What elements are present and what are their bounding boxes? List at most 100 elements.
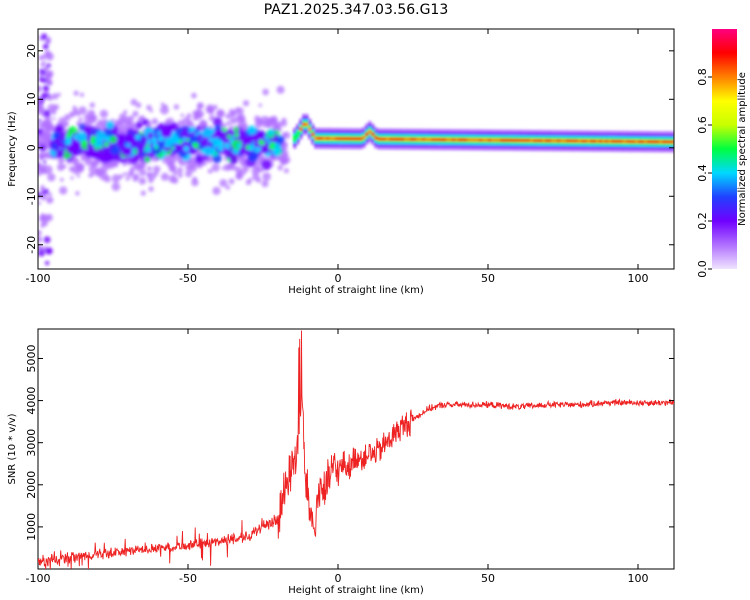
spectrogram-cell [177, 167, 183, 174]
spectrogram-cell [138, 163, 146, 170]
spectrogram-cell [268, 144, 274, 150]
spectrogram-cell [147, 173, 151, 178]
spectrogram-cell [518, 138, 522, 142]
spectrogram-cell [53, 131, 61, 140]
spectrogram-cell [258, 139, 264, 146]
colorbar-ticks: 0.0 0.2 0.4 0.6 0.8 [696, 68, 712, 278]
spectrogram-cell [262, 88, 269, 96]
spectrogram-cell [57, 163, 65, 171]
spectrogram-cell [302, 122, 306, 126]
spectrogram-cell [440, 138, 444, 142]
spectrogram-cell [264, 135, 269, 140]
spectrogram-cell [57, 141, 62, 147]
spectrogram-cell [383, 137, 387, 141]
spectrogram-x-axis: -100 -50 0 50 100 [26, 29, 649, 285]
spectrogram-cell [69, 111, 76, 118]
snr-y-tick-label: 3000 [25, 429, 38, 457]
spectrogram-cell [281, 141, 288, 148]
spectrogram-cell [111, 182, 121, 191]
spectrogram-cell [89, 102, 96, 108]
spectrogram-cell [122, 163, 126, 167]
snr-x-tick-label: -50 [179, 572, 197, 585]
spectrogram-cell [557, 139, 561, 143]
spectrogram-cell [635, 140, 639, 144]
spectrogram-cell [95, 130, 106, 141]
snr-x-axis-label: Height of straight line (km) [288, 585, 424, 596]
spectrogram-x-tick-label: 100 [628, 272, 649, 285]
spectrogram-cell [43, 109, 51, 117]
spectrogram-y-tick-label: 0 [25, 144, 38, 151]
spectrogram-cell [356, 137, 360, 141]
spectrogram-cell [491, 138, 495, 142]
spectrogram-cell [111, 174, 121, 183]
spectrogram-cell [182, 116, 191, 125]
spectrogram-cell [207, 168, 213, 174]
spectrogram-cell [126, 132, 132, 139]
snr-x-tick-label: 100 [628, 572, 649, 585]
spectrogram-cell [482, 138, 486, 142]
spectrogram-cell [38, 244, 42, 251]
spectrogram-cell [135, 134, 141, 140]
snr-x-axis: -100 -50 0 50 100 [26, 329, 649, 585]
spectrogram-cell [271, 141, 275, 146]
spectrogram-cell [422, 137, 426, 141]
spectrogram-cell [225, 149, 234, 159]
spectrogram-cell [78, 106, 87, 115]
spectrogram-cell [99, 109, 109, 119]
spectrogram-cell [80, 154, 85, 159]
spectrogram-cell [425, 137, 429, 141]
spectrogram-cell [41, 214, 49, 222]
snr-y-tick-label: 4000 [25, 387, 38, 415]
spectrogram-cell [38, 230, 42, 236]
spectrogram-cell [650, 140, 654, 144]
spectrogram-cell [329, 137, 333, 141]
spectrogram-cell [211, 163, 220, 172]
spectrogram-cell [262, 172, 271, 181]
spectrogram-cell [47, 103, 56, 113]
spectrogram-cell [43, 160, 47, 164]
spectrogram-cell [129, 166, 135, 172]
spectrogram-cell [276, 85, 285, 94]
spectrogram-cell [42, 43, 49, 50]
spectrogram-cell [55, 149, 65, 158]
spectrogram-cell [139, 115, 145, 121]
spectrogram-cell [45, 52, 54, 61]
spectrogram-cell [38, 201, 41, 205]
spectrogram-cell [92, 115, 98, 121]
colorbar-tick-label: 0.2 [696, 212, 709, 230]
spectrogram-frame [37, 28, 675, 270]
spectrogram-cell [38, 85, 42, 93]
spectrogram-cell [569, 139, 573, 143]
spectrogram-cell [437, 138, 441, 142]
spectrogram-cell [57, 92, 61, 97]
spectrogram-cell [182, 137, 187, 142]
spectrogram-cell [160, 102, 165, 107]
spectrogram-x-tick-label: -50 [179, 272, 197, 285]
spectrogram-cell [65, 139, 72, 146]
spectrogram-cell [236, 143, 242, 149]
spectrogram-cell [168, 165, 177, 173]
spectrogram-cell [479, 138, 483, 142]
snr-y-axis-label: SNR (10 * v/v) [7, 413, 18, 484]
spectrogram-cell [581, 139, 585, 143]
spectrogram-cell [554, 139, 558, 143]
spectrogram-cell [282, 132, 287, 137]
spectrogram-cell [135, 102, 142, 108]
spectrogram-cell [218, 142, 223, 147]
spectrogram-cell [43, 139, 50, 147]
spectrogram-cell [202, 127, 214, 138]
spectrogram-cell [142, 119, 149, 126]
spectrogram-tone-band [293, 113, 674, 153]
colorbar-tick-label: 0.4 [696, 164, 709, 182]
spectrogram-cell [389, 137, 393, 141]
spectrogram-cell [211, 137, 220, 145]
spectrogram-cell [44, 260, 50, 266]
spectrogram-cell [386, 137, 390, 141]
spectrogram-cell [506, 138, 510, 142]
spectrogram-cell [40, 134, 45, 138]
spectrogram-cell [228, 108, 236, 116]
spectrogram-cell [341, 137, 345, 141]
spectrogram-cell [136, 146, 144, 155]
spectrogram-cell [47, 173, 56, 182]
spectrogram-cell [245, 179, 252, 186]
